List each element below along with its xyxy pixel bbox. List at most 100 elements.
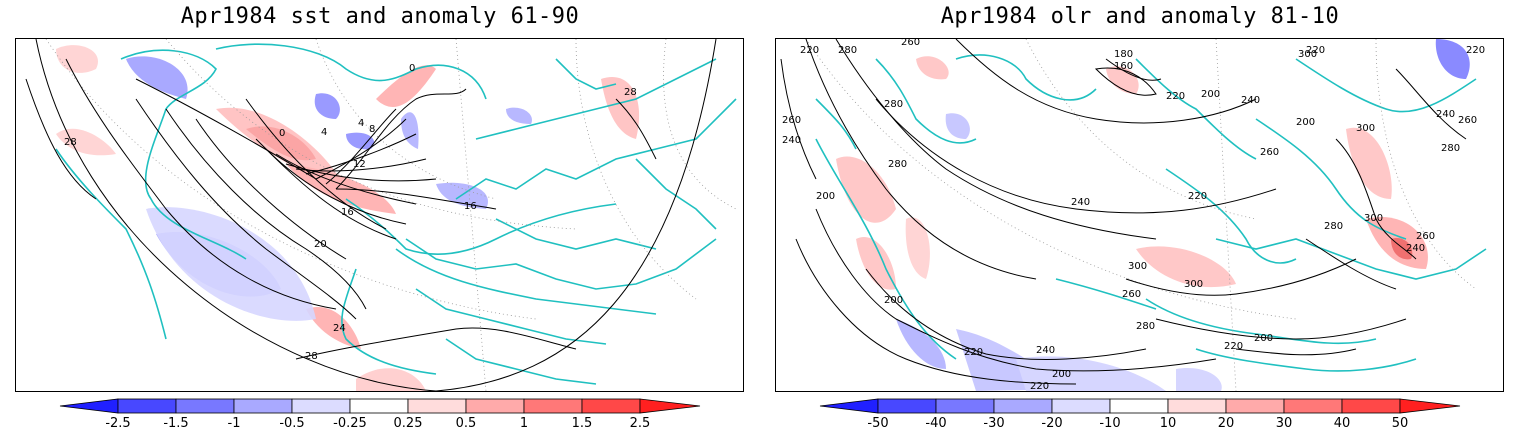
olr-colorbar-tick: -50 (867, 416, 889, 431)
contour-label: 260 (1416, 231, 1435, 242)
coastlines (815, 54, 1487, 372)
sst-colorbar-tick: -0.5 (279, 416, 305, 431)
right-panel-title: Apr1984 olr and anomaly 81-10 (940, 4, 1340, 29)
left-panel-title: Apr1984 sst and anomaly 61-90 (180, 4, 580, 29)
contour-label: 260 (1458, 115, 1477, 126)
sst-map-panel: 0 0 4 4 8 12 16 16 20 24 28 28 28 (15, 38, 744, 392)
sst-colorbar-tick: 1.5 (571, 416, 593, 431)
sst-map: 0 0 4 4 8 12 16 16 20 24 28 28 28 (16, 39, 743, 391)
sst-positive-anomaly (56, 45, 98, 73)
contour-label: 280 (1324, 221, 1343, 232)
olr-colorbar-tick: 20 (1217, 416, 1235, 431)
olr-colorbar-graphic (819, 398, 1461, 414)
graticule (805, 39, 1477, 391)
olr-colorbar-tick: 30 (1275, 416, 1293, 431)
olr-colorbar-tick: -10 (1099, 416, 1121, 431)
sst-colorbar-graphic (59, 398, 701, 414)
sst-contours (25, 58, 657, 360)
contour-label: 300 (1356, 123, 1375, 134)
olr-positive-anomaly (1136, 246, 1236, 288)
contour-label: 200 (816, 191, 835, 202)
contour-label: 240 (1071, 197, 1090, 208)
olr-negative-anomaly (1435, 39, 1470, 79)
olr-colorbar-tick: -20 (1041, 416, 1063, 431)
sst-negative-anomaly (401, 112, 419, 149)
contour-label: 200 (884, 295, 903, 306)
contour-label: 280 (1441, 143, 1460, 154)
olr-colorbar-tick: -40 (925, 416, 947, 431)
sst-negative-anomaly (506, 107, 532, 124)
sst-colorbar-tick: 0.5 (455, 416, 477, 431)
contour-label: 220 (1306, 45, 1325, 56)
graticule (45, 39, 737, 391)
sst-positive-anomaly (376, 65, 436, 108)
contour-label: 8 (369, 124, 375, 135)
olr-positive-anomaly (905, 217, 930, 279)
olr-contours (780, 39, 1467, 385)
contour-label: 300 (1128, 261, 1147, 272)
contour-label: 240 (1406, 243, 1425, 254)
contour-label: 280 (1136, 321, 1155, 332)
contour-label: 220 (1030, 381, 1049, 391)
contour-label: 240 (1241, 95, 1260, 106)
hemisphere-edge (35, 39, 717, 391)
contour-label: 260 (782, 115, 801, 126)
contour-label: 220 (1188, 191, 1207, 202)
contour-label: 240 (1036, 345, 1055, 356)
olr-colorbar-tick: 50 (1391, 416, 1409, 431)
contour-label: 24 (333, 323, 346, 334)
contour-label: 240 (782, 135, 801, 146)
contour-label: 260 (1122, 289, 1141, 300)
contour-label: 4 (358, 118, 364, 129)
contour-label: 240 (1436, 109, 1455, 120)
sst-positive-anomaly (601, 77, 640, 139)
sst-colorbar-tick: -1.5 (163, 416, 189, 431)
olr-map: 220 280 260 180 160 220 300 220 240 280 … (780, 39, 1487, 391)
sst-colorbar-tick: 2.5 (629, 416, 651, 431)
sst-positive-anomaly (356, 368, 426, 391)
contour-label: 280 (838, 45, 857, 56)
contour-label: 28 (305, 351, 318, 362)
olr-map-panel: 220 280 260 180 160 220 300 220 240 280 … (775, 38, 1504, 392)
contour-label: 260 (1260, 147, 1279, 158)
contour-label: 280 (884, 99, 903, 110)
contour-label: 16 (341, 207, 354, 218)
olr-positive-anomaly (1106, 66, 1139, 94)
sst-negative-anomaly (314, 93, 340, 119)
contour-label: 200 (1296, 117, 1315, 128)
sst-negative-anomaly (146, 207, 316, 321)
contour-label: 20 (314, 239, 327, 250)
contour-label: 0 (409, 63, 415, 74)
contour-label: 300 (1184, 279, 1203, 290)
contour-label: 180 (1114, 49, 1133, 60)
contour-label: 280 (888, 159, 907, 170)
sst-colorbar-tick: -0.25 (333, 416, 367, 431)
olr-colorbar-tick: -30 (983, 416, 1005, 431)
olr-negative-anomaly (945, 113, 970, 139)
sst-colorbar-tick: 1 (519, 416, 529, 431)
olr-colorbar-tick: 10 (1159, 416, 1177, 431)
contour-label: 220 (1224, 341, 1243, 352)
contour-label: 16 (464, 201, 477, 212)
contour-label: 200 (1254, 333, 1273, 344)
sst-colorbar-tick: -1 (227, 416, 241, 431)
contour-label: 200 (1201, 89, 1220, 100)
contour-label: 300 (1298, 49, 1317, 60)
contour-label: 200 (1052, 369, 1071, 380)
olr-colorbar-tick: 40 (1333, 416, 1351, 431)
contour-label: 160 (1114, 61, 1133, 72)
coastlines (55, 43, 737, 385)
olr-negative-anomaly (896, 319, 946, 369)
sst-colorbar-tick: -2.5 (105, 416, 131, 431)
olr-positive-anomaly (836, 156, 896, 223)
contour-label: 12 (353, 159, 366, 170)
olr-colorbar (819, 398, 1461, 414)
olr-negative-anomaly (1016, 356, 1166, 391)
olr-positive-anomaly (856, 237, 896, 290)
sst-colorbar (59, 398, 701, 414)
contour-label: 260 (901, 39, 920, 48)
contour-label: 220 (800, 45, 819, 56)
sst-positive-anomaly (306, 307, 361, 349)
olr-contour-labels: 220 280 260 180 160 220 300 220 240 280 … (782, 39, 1485, 391)
sst-contour-labels: 0 0 4 4 8 12 16 16 20 24 28 28 28 (64, 63, 637, 362)
